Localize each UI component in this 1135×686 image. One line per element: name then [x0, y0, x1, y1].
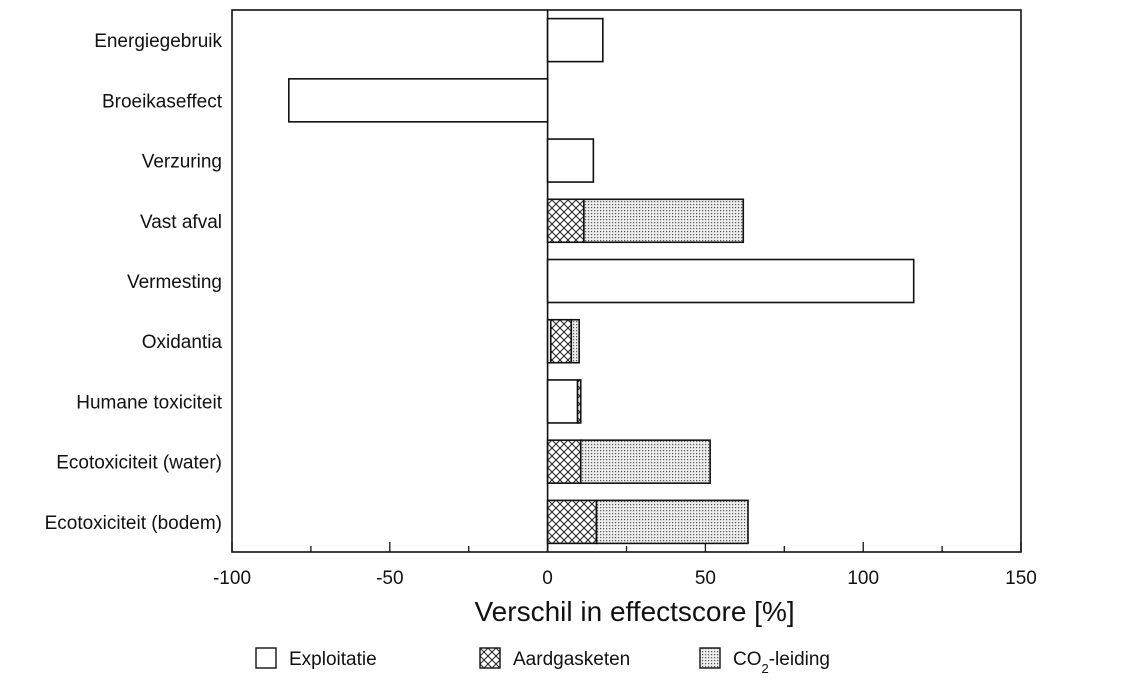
category-label: Verzuring: [142, 152, 222, 173]
x-tick-label: 150: [1005, 568, 1037, 589]
legend-swatch: [255, 647, 277, 669]
x-tick-label: -50: [376, 568, 403, 589]
category-label: Energiegebruik: [94, 31, 222, 52]
legend-label: Aardgasketen: [513, 649, 630, 670]
bar-crosshatch: [546, 499, 598, 545]
category-label: Ecotoxiciteit (bodem): [45, 513, 222, 534]
x-axis-title: Verschil in effectscore [%]: [475, 596, 795, 627]
legend: Exploitatie Aardgasketen CO2-leiding: [255, 647, 830, 676]
bar-crosshatch: [549, 318, 573, 364]
category-label: Vermesting: [127, 272, 222, 293]
x-tick-label: 50: [695, 568, 716, 589]
legend-swatch: [699, 647, 721, 669]
category-label: Broeikaseffect: [102, 91, 223, 112]
bar-blank: [546, 138, 595, 183]
bar-dotted: [595, 499, 749, 545]
x-tick-label: -100: [213, 568, 251, 589]
bar-blank: [546, 379, 579, 424]
x-tick-label: 100: [847, 568, 879, 589]
x-tick-label: 0: [542, 568, 553, 589]
bar-dotted: [579, 439, 711, 484]
bar-crosshatch: [546, 439, 582, 484]
bar-dotted: [583, 198, 745, 244]
bar-blank: [546, 258, 915, 304]
category-label: Ecotoxiciteit (water): [56, 453, 222, 474]
category-label: Humane toxiciteit: [76, 392, 222, 413]
category-label: Oxidantia: [142, 332, 223, 353]
bar-crosshatch: [576, 379, 582, 424]
legend-swatch: [479, 647, 501, 669]
bar-crosshatch: [546, 198, 585, 244]
bar-blank: [546, 17, 604, 63]
bar-dotted: [570, 318, 580, 364]
legend-label: CO2-leiding: [733, 649, 830, 676]
bar-blank: [288, 78, 549, 123]
category-label: Vast afval: [140, 212, 222, 233]
plot-area: -100 -50 0 50 100 150 Verschil in effectscore …: [45, 9, 1037, 627]
legend-label: Exploitatie: [289, 649, 377, 670]
